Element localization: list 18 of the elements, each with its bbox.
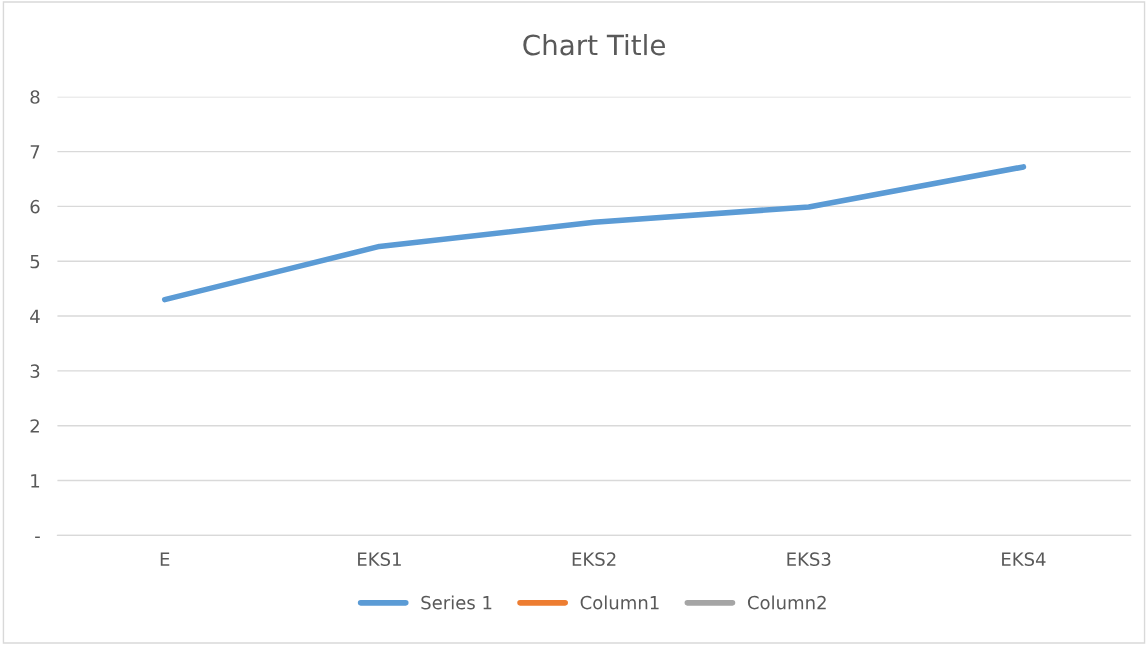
- y-tick-label: 5: [30, 254, 40, 269]
- y-tick-label: -: [35, 536, 40, 538]
- legend-label: Column2: [747, 595, 826, 610]
- x-tick-label: E: [160, 552, 170, 566]
- x-tick-label: EKS4: [1002, 552, 1046, 566]
- legend-label: Series 1: [421, 595, 492, 610]
- legend-label: Column1: [580, 595, 659, 610]
- x-tick-label: EKS2: [572, 552, 616, 566]
- y-tick-label: 4: [30, 309, 40, 323]
- y-tick-label: 1: [31, 474, 40, 488]
- x-tick-label: EKS1: [358, 552, 401, 566]
- y-tick-label: 3: [30, 364, 40, 378]
- y-tick-label: 2: [30, 419, 39, 433]
- y-tick-label: 6: [30, 199, 40, 214]
- chart-title: Chart Title: [523, 33, 665, 56]
- y-tick-label: 7: [30, 145, 40, 159]
- x-tick-label: EKS3: [787, 552, 831, 566]
- y-tick-label: 8: [30, 90, 40, 104]
